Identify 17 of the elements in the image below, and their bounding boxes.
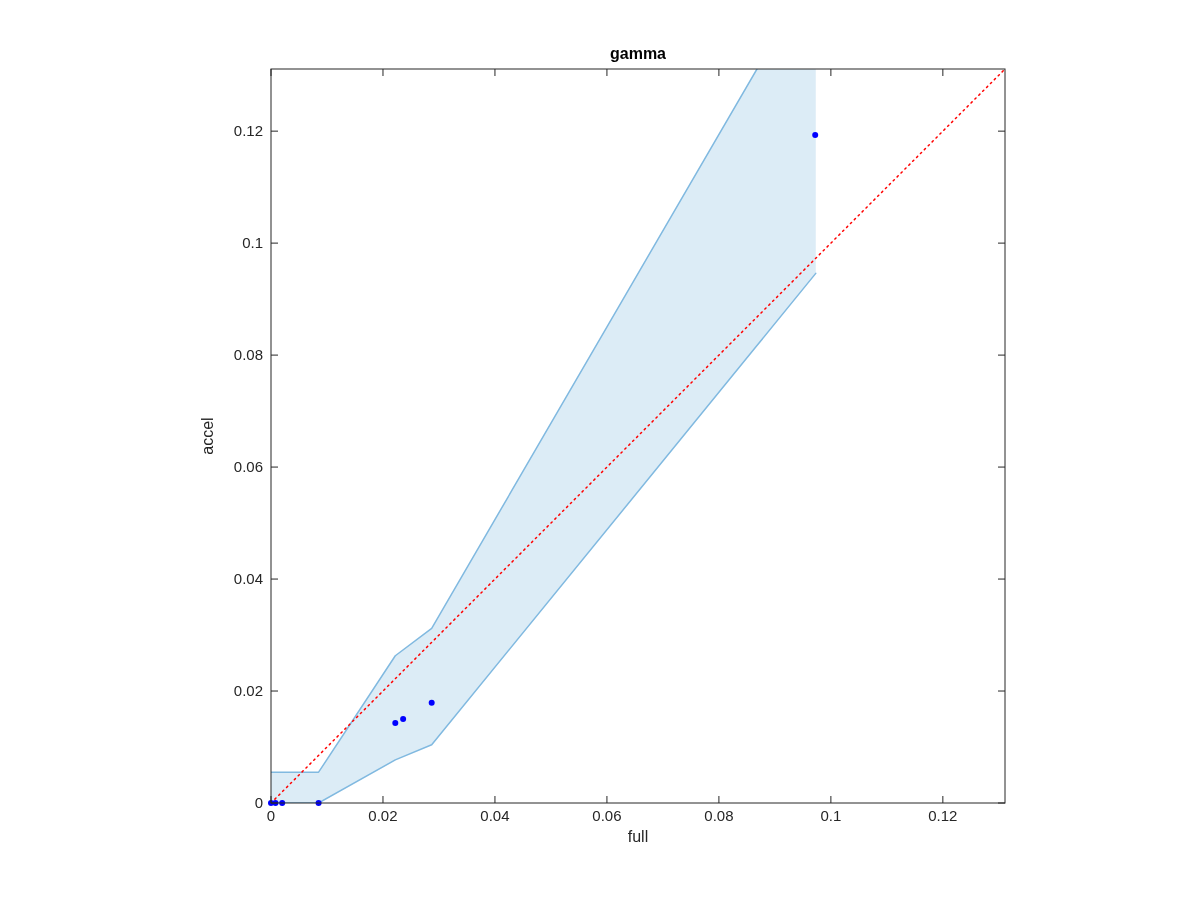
- x-tick-label: 0.08: [704, 807, 734, 824]
- y-tick-label: 0.04: [233, 570, 263, 588]
- x-tick-label: 0.06: [592, 807, 622, 824]
- y-tick-label: 0.12: [233, 122, 263, 140]
- chart-title: gamma: [609, 45, 667, 62]
- x-tick-label: 0.04: [480, 807, 510, 824]
- x-tick-label: 0.1: [820, 807, 842, 824]
- y-axis-title: accel: [199, 417, 216, 455]
- y-tick-label: 0.02: [233, 682, 263, 700]
- x-tick-label: 0.02: [368, 807, 398, 824]
- y-tick-label: 0.1: [242, 234, 263, 252]
- y-tick-label: 0.06: [233, 458, 263, 476]
- y-tick-label: 0.08: [233, 346, 263, 364]
- x-axis-title: full: [627, 828, 649, 845]
- y-tick-label: 0: [254, 794, 263, 811]
- x-tick-label: 0.12: [928, 807, 958, 824]
- x-tick-label: 0: [266, 807, 276, 824]
